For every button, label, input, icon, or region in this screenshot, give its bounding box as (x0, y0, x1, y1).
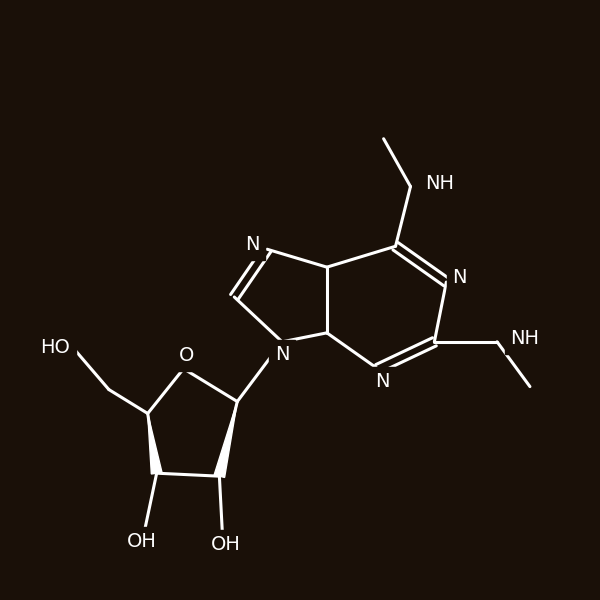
Text: OH: OH (211, 535, 240, 554)
Text: N: N (452, 268, 467, 287)
Text: O: O (179, 346, 194, 365)
Text: NH: NH (510, 329, 539, 349)
Polygon shape (148, 413, 162, 474)
Text: OH: OH (127, 532, 157, 551)
Text: HO: HO (40, 338, 70, 357)
Text: N: N (275, 346, 289, 364)
Text: N: N (375, 373, 389, 391)
Text: N: N (245, 235, 259, 254)
Text: NH: NH (425, 174, 454, 193)
Polygon shape (214, 401, 237, 478)
